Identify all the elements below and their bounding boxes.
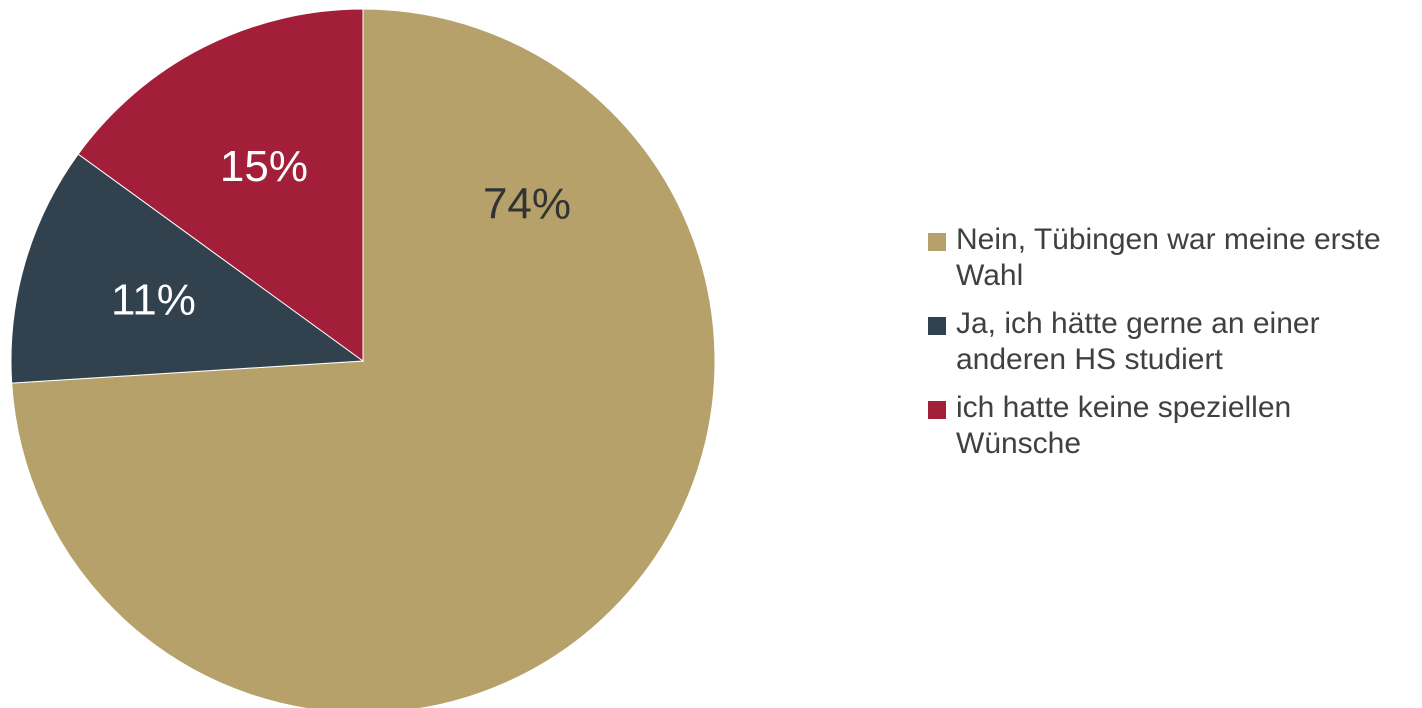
pie-data-labels: 74% 11% 15% <box>111 142 571 325</box>
pie-slice-andere-hs <box>10 153 365 384</box>
legend-swatch-erste-wahl <box>928 233 946 251</box>
pie-slice-keine-wuensche <box>77 8 364 362</box>
legend-item-keine-wuensche: ich hatte keine speziellen Wünsche <box>928 390 1418 462</box>
pie-label-erste-wahl: 74% <box>483 180 571 229</box>
legend: Nein, Tübingen war meine erste Wahl Ja, … <box>928 222 1418 474</box>
legend-label-erste-wahl: Nein, Tübingen war meine erste Wahl <box>956 223 1381 292</box>
pie-label-keine-wuensche: 15% <box>220 142 308 191</box>
legend-swatch-keine-wuensche <box>928 401 946 419</box>
legend-label-andere-hs: Ja, ich hätte gerne an einer anderen HS … <box>956 307 1320 376</box>
legend-item-andere-hs: Ja, ich hätte gerne an einer anderen HS … <box>928 306 1418 378</box>
pie-label-andere-hs: 11% <box>111 276 196 325</box>
legend-item-erste-wahl: Nein, Tübingen war meine erste Wahl <box>928 222 1418 294</box>
legend-swatch-andere-hs <box>928 317 946 335</box>
pie-slices <box>10 8 716 708</box>
legend-label-keine-wuensche: ich hatte keine speziellen Wünsche <box>956 391 1292 460</box>
